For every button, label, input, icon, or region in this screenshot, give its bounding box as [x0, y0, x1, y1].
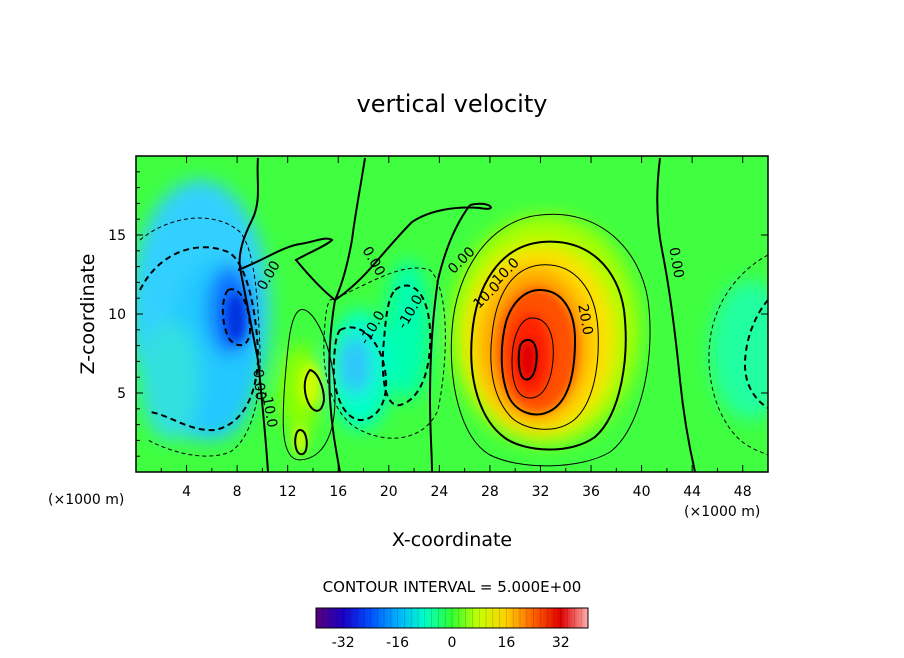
colorbar-tick-label: 32 — [552, 635, 570, 651]
colorbar-gradient — [315, 607, 589, 629]
contour-zero-left — [238, 157, 269, 472]
colorbar-stripes — [322, 608, 582, 628]
x-axis-label: X-coordinate — [392, 529, 512, 551]
contour-lines — [139, 157, 768, 472]
contour-label: 0.00 — [249, 369, 268, 401]
contour-pos-left-10 — [303, 368, 326, 412]
contour-zero-center — [428, 204, 471, 472]
contour-neg-mid-2 — [381, 284, 432, 407]
contour-zero-mid-lower — [328, 157, 366, 472]
x-tick-label: 20 — [380, 484, 398, 500]
x-tick-label: 40 — [633, 484, 651, 500]
colorbar-ticks: -32 -16 0 16 32 — [332, 635, 570, 651]
contour-pos-left-5 — [282, 309, 336, 461]
y-axis-label: Z-coordinate — [77, 254, 99, 375]
contour-pos-25 — [511, 317, 554, 399]
contour-zero-right — [656, 157, 696, 472]
x-tick-label: 16 — [329, 484, 347, 500]
colorbar-tick-label: 16 — [497, 635, 515, 651]
contour-neg-mid — [332, 326, 388, 422]
contour-pos-15 — [490, 264, 599, 430]
chart-title: vertical velocity — [357, 90, 548, 118]
contour-neg-mid-5 — [323, 267, 446, 439]
x-unit-right: (×1000 m) — [684, 504, 760, 520]
contour-pos-left-low — [294, 428, 308, 456]
contour-neg-10-left — [139, 246, 260, 432]
x-tick-label: 8 — [233, 484, 242, 500]
contour-neg-right-10 — [743, 299, 768, 409]
colorbar-tick-label: -32 — [332, 635, 355, 651]
contour-pos-20 — [500, 288, 577, 416]
contour-interval: CONTOUR INTERVAL = 5.000E+00 — [323, 578, 582, 596]
x-tick-label: 4 — [182, 484, 191, 500]
contour-label: 20.0 — [574, 303, 595, 336]
y-tick-label: 10 — [108, 307, 126, 323]
y-tick-label: 15 — [108, 228, 126, 244]
colorbar-tick-label: -16 — [386, 635, 409, 651]
contour-neg-5-left — [139, 217, 261, 457]
x-tick-label: 28 — [481, 484, 499, 500]
colorbar-tick-label: 0 — [448, 635, 457, 651]
x-tick-label: 48 — [734, 484, 752, 500]
contour-pos-10 — [470, 240, 627, 451]
contour-neg-20-left — [222, 288, 252, 347]
contour-label: -10.0 — [258, 390, 280, 428]
x-tick-label: 36 — [582, 484, 600, 500]
x-tick-label: 24 — [430, 484, 448, 500]
x-unit-left: (×1000 m) — [48, 492, 124, 508]
x-tick-label: 12 — [279, 484, 297, 500]
contour-pos-5 — [450, 213, 651, 467]
colorbar: -32 -16 0 16 32 — [315, 607, 589, 651]
contour-pos-30 — [517, 338, 538, 381]
contour-neg-right — [708, 254, 768, 456]
x-tick-label: 44 — [683, 484, 701, 500]
y-tick-label: 5 — [117, 386, 126, 402]
contour-label: 0.00 — [665, 246, 686, 279]
x-tick-label: 32 — [532, 484, 550, 500]
